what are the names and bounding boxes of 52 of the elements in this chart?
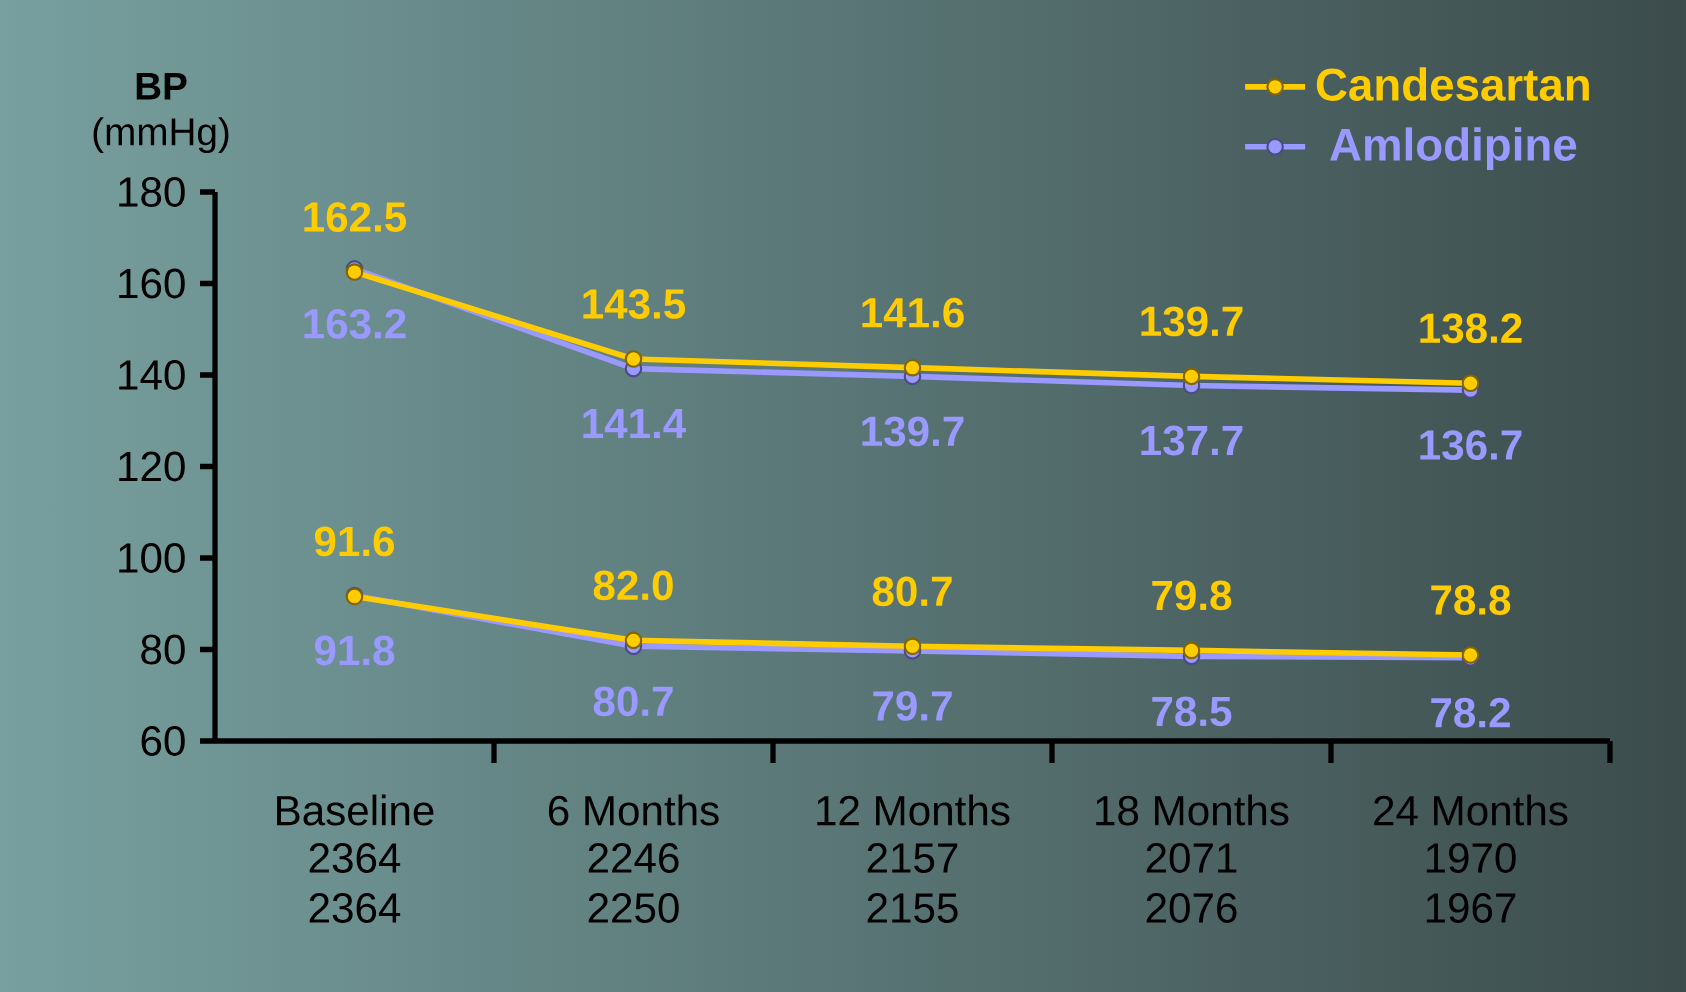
y-tick-label: 100 — [119, 543, 185, 573]
text: 2071 — [1146, 843, 1237, 873]
point — [1182, 367, 1201, 386]
text: 2076 — [1146, 893, 1237, 923]
data-label: 80.7 — [593, 686, 673, 717]
data-label: 80.7 — [872, 576, 952, 607]
data-label: 137.7 — [1141, 425, 1243, 456]
point — [1461, 374, 1480, 393]
data-label: 141.6 — [862, 297, 964, 328]
point — [1182, 641, 1201, 660]
text: 2250 — [588, 893, 679, 923]
data-label: 78.5 — [1152, 696, 1232, 727]
x-tick-label: Baseline — [277, 794, 434, 826]
data-label: 139.7 — [862, 416, 964, 447]
data-label: 91.6 — [314, 526, 395, 557]
text: 2155 — [867, 893, 958, 923]
y-tick-label: 60 — [141, 726, 185, 756]
text: 1970 — [1426, 843, 1516, 873]
point — [903, 358, 922, 377]
x-tick-label: 24 Months — [1374, 794, 1568, 826]
data-label: 143.5 — [583, 289, 686, 319]
data-label: 91.8 — [314, 635, 395, 666]
data-label: 82.0 — [593, 570, 673, 601]
data-label: 139.7 — [1141, 306, 1243, 337]
data-label: 141.4 — [583, 409, 687, 439]
legend-label: Amlodipine — [1330, 127, 1577, 170]
data-label: 79.7 — [873, 690, 952, 721]
x-tick-label: 6 Months — [548, 794, 719, 826]
x-tick-label: 12 Months — [817, 794, 1010, 826]
y-tick-label: 120 — [119, 451, 185, 482]
y-tick-label: 140 — [119, 360, 185, 390]
data-label: 78.2 — [1431, 697, 1510, 728]
y-axis-title: BP (mmHg) — [93, 72, 229, 154]
point — [624, 631, 643, 650]
x-tick-label: 18 Months — [1096, 794, 1289, 826]
data-label: 78.8 — [1431, 585, 1511, 615]
text: 2157 — [867, 843, 958, 873]
data-label: 163.2 — [304, 308, 406, 339]
y-tick-label: 180 — [119, 177, 185, 207]
y-tick-label: 160 — [119, 268, 185, 299]
data-label: 162.5 — [304, 202, 407, 232]
data-label: 138.2 — [1420, 313, 1522, 344]
text: 2246 — [588, 843, 679, 873]
data-label: 79.8 — [1152, 580, 1232, 611]
text: 2364 — [309, 893, 401, 923]
data-label: 136.7 — [1420, 430, 1522, 461]
point — [903, 637, 922, 656]
legend-label: Candesartan — [1316, 67, 1589, 101]
y-tick-label: 80 — [141, 634, 185, 665]
text: 1967 — [1426, 893, 1516, 923]
point — [624, 350, 643, 368]
text: 2364 — [309, 843, 401, 873]
